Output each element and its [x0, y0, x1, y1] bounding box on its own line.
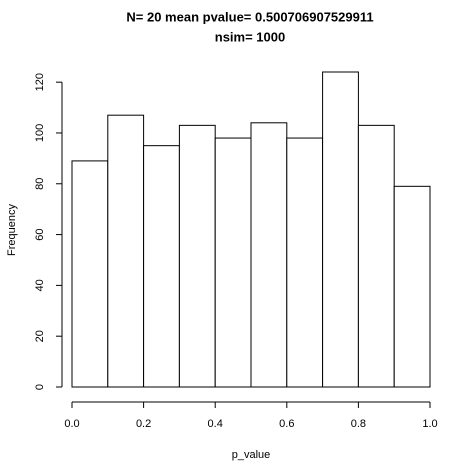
y-tick-label: 120 [34, 73, 46, 91]
chart-title: nsim= 1000 [215, 29, 285, 44]
x-tick-label: 0.6 [279, 418, 294, 430]
bar [71, 160, 109, 388]
bar [322, 71, 359, 388]
y-tick-label: 20 [34, 330, 46, 342]
x-axis-label: p_value [232, 449, 271, 461]
x-tick-label: 0.0 [64, 418, 79, 430]
y-axis-label: Frequency [6, 204, 18, 256]
bar [107, 114, 145, 388]
y-tick-label: 0 [34, 384, 46, 390]
x-tick-label: 0.8 [351, 418, 366, 430]
y-tick-label: 100 [34, 124, 46, 142]
bar [178, 124, 216, 388]
bar [143, 145, 180, 388]
bar [214, 137, 252, 388]
x-tick-label: 0.2 [136, 418, 151, 430]
bar [393, 185, 431, 388]
x-tick-label: 1.0 [422, 418, 437, 430]
x-tick-label: 0.4 [208, 418, 223, 430]
y-tick-label: 80 [34, 178, 46, 190]
bar [250, 122, 288, 388]
y-tick-label: 40 [34, 279, 46, 291]
bar [286, 137, 324, 388]
chart-title: N= 20 mean pvalue= 0.500706907529911 [126, 9, 373, 24]
y-tick-label: 60 [34, 228, 46, 240]
bar [357, 124, 395, 388]
